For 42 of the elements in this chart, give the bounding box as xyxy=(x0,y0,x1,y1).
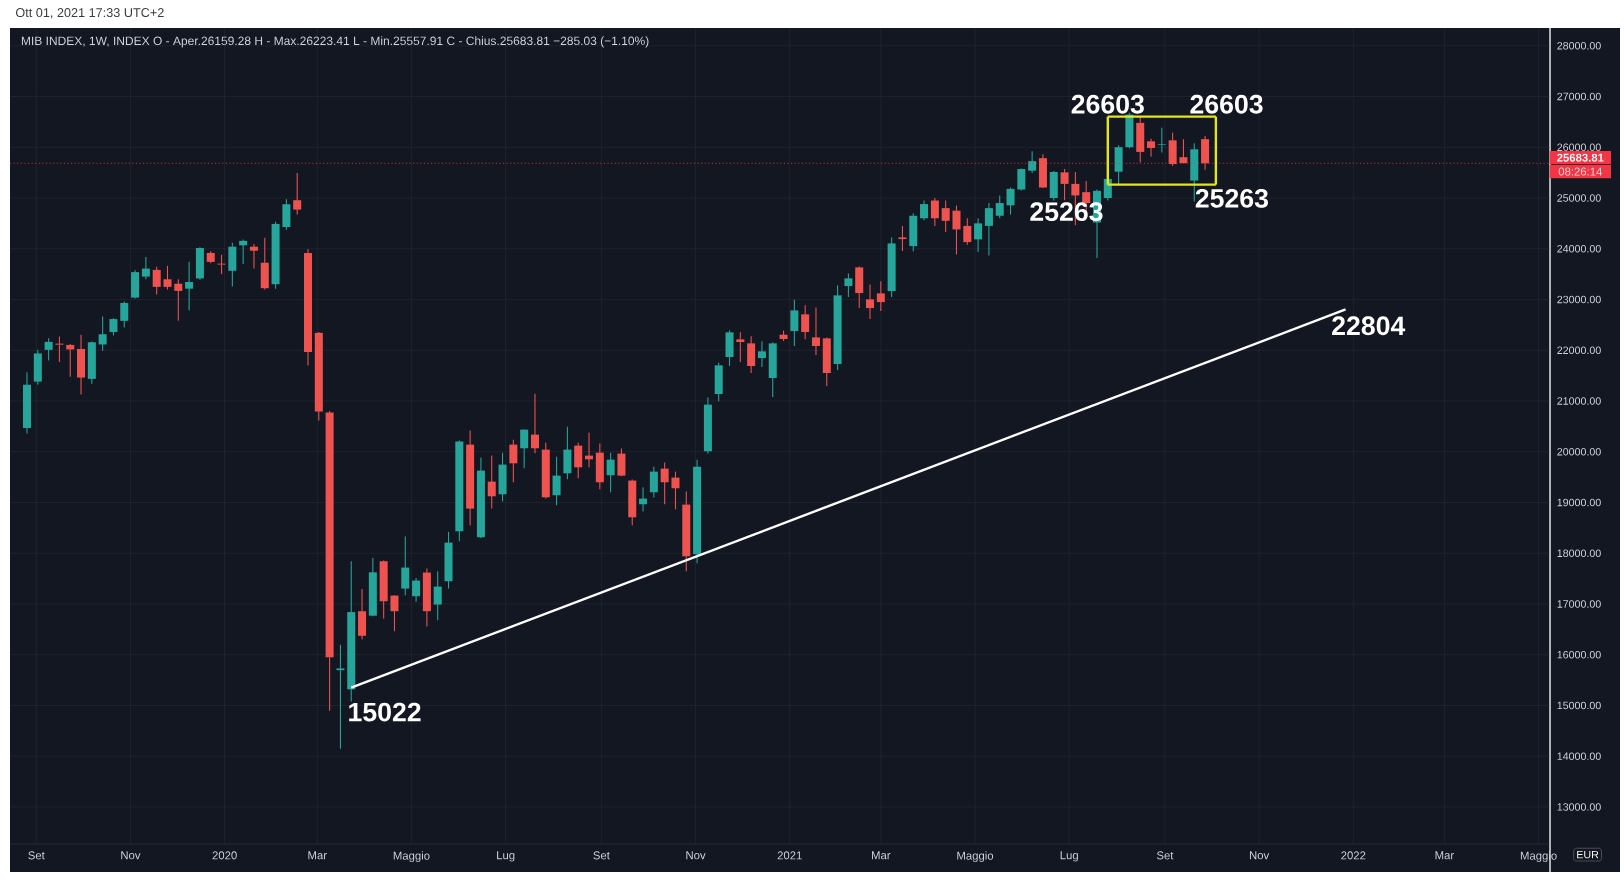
x-tick-label: Set xyxy=(1156,851,1174,860)
y-tick-label: 15000.00 xyxy=(1557,701,1601,710)
y-tick-label: 19000.00 xyxy=(1557,498,1601,507)
x-tick-label: 2020 xyxy=(212,851,237,860)
y-tick-label: 26000.00 xyxy=(1557,143,1601,152)
annotation: 15022 xyxy=(349,702,421,722)
x-tick-label: Maggio xyxy=(393,851,430,862)
x-tick-label: Nov xyxy=(121,851,141,860)
x-tick-label: Set xyxy=(28,851,45,860)
x-tick-label: Mar xyxy=(1435,851,1454,860)
y-tick-label: 13000.00 xyxy=(1557,803,1601,811)
annotation: 22804 xyxy=(1332,316,1406,336)
y-tick-label: 21000.00 xyxy=(1557,397,1601,405)
y-tick-label: 16000.00 xyxy=(1557,650,1601,659)
y-tick-label: 24000.00 xyxy=(1557,244,1601,253)
annotation: 26603 xyxy=(1190,94,1263,114)
y-tick-label: 23000.00 xyxy=(1557,295,1601,304)
x-tick-label: Set xyxy=(593,851,610,860)
x-tick-label: 2021 xyxy=(777,851,802,860)
y-tick-label: 17000.00 xyxy=(1557,600,1601,608)
y-tick-label: 28000.00 xyxy=(1557,41,1601,50)
text: MIB INDEX, 1W, INDEX O - Aper.26159.28 H - Max.26223.41 L - Min.25557.91 C - Chius.25683.81 −285.03 (−1.10%) xyxy=(21,36,649,48)
y-tick-label: 27000.00 xyxy=(1557,92,1601,101)
text: 08:26:14 xyxy=(1558,167,1603,176)
text: EUR xyxy=(1577,850,1599,859)
x-tick-label: Maggio xyxy=(957,851,994,862)
ref-line-label: 25683.81 xyxy=(1557,153,1604,162)
y-tick-label: 25000.00 xyxy=(1557,194,1601,202)
x-tick-label: Mar xyxy=(308,851,327,860)
x-tick-label: Nov xyxy=(686,851,706,860)
y-tick-label: 18000.00 xyxy=(1557,549,1601,557)
annotation: 26603 xyxy=(1071,94,1144,114)
x-tick-label: Lug xyxy=(1060,851,1078,862)
y-tick-label: 14000.00 xyxy=(1557,752,1601,760)
annotation: 25263 xyxy=(1195,188,1268,208)
y-tick-label: 22000.00 xyxy=(1557,346,1601,354)
x-tick-label: 2022 xyxy=(1341,851,1366,860)
chart-subtitle: Ott 01, 2021 17:33 UTC+2 xyxy=(15,8,164,19)
x-tick-label: Nov xyxy=(1249,851,1270,860)
y-tick-label: 20000.00 xyxy=(1557,447,1601,456)
x-tick-label: Mar xyxy=(871,851,891,860)
x-tick-label: Lug xyxy=(497,851,515,862)
